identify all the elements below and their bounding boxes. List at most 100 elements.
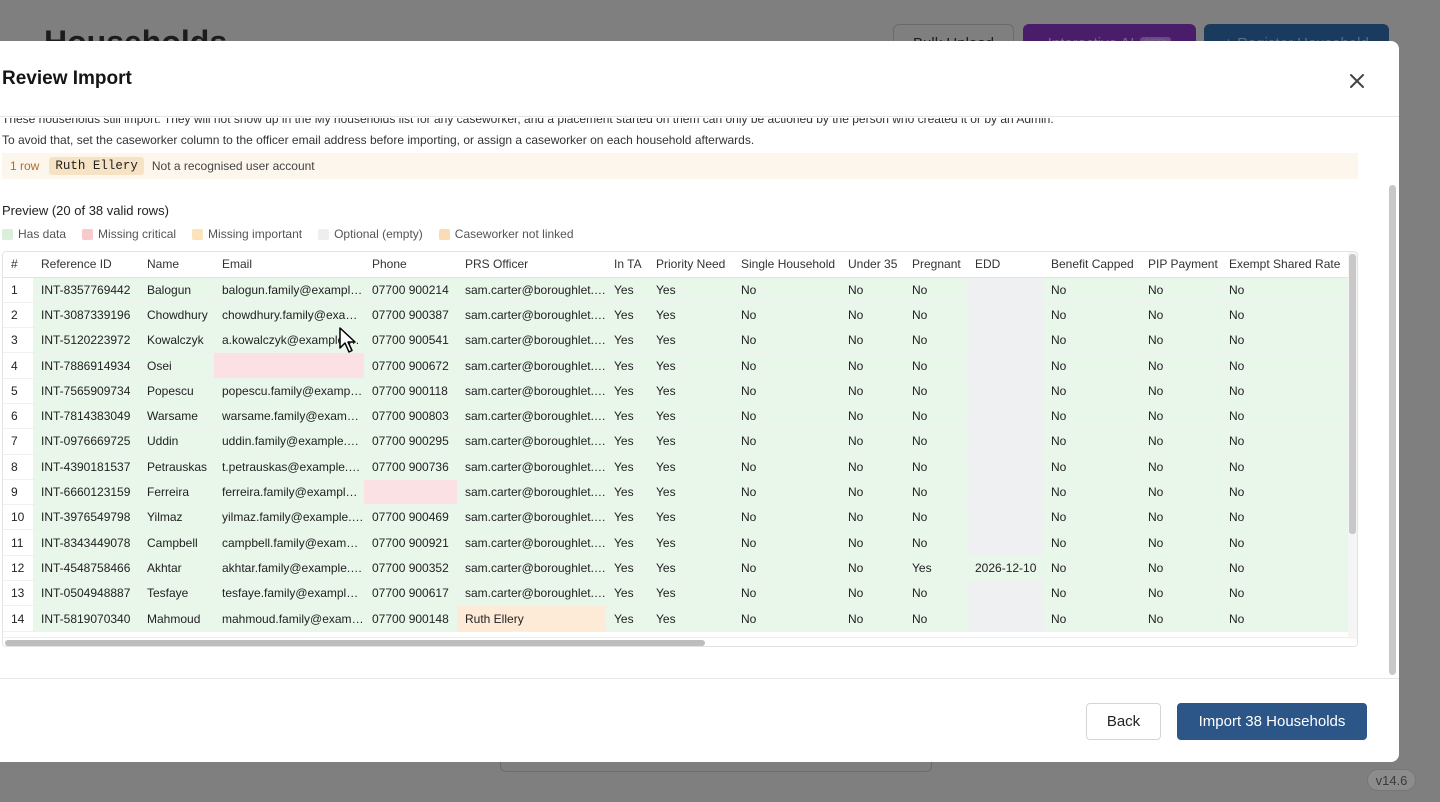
column-header[interactable]: Under 35: [840, 252, 904, 278]
table-row[interactable]: 10 INT-3976549798 Yilmaz yilmaz.family@exam…: [3, 504, 1351, 531]
table-cell: No: [1140, 327, 1221, 354]
table-row[interactable]: 3 INT-5120223972 Kowalczyk a.kowalczyk@exam…: [3, 327, 1351, 354]
column-header[interactable]: Name: [139, 252, 214, 278]
table-cell: 2: [3, 302, 33, 329]
table-cell: No: [904, 378, 967, 404]
column-header[interactable]: Reference ID: [33, 252, 139, 278]
table-row[interactable]: 11 INT-8343449078 Campbell campbell.family@…: [3, 529, 1351, 556]
table-cell: No: [904, 302, 967, 329]
close-button[interactable]: [1345, 69, 1369, 93]
table-row[interactable]: 9 INT-6660123159 Ferreira ferreira.family@e…: [3, 479, 1351, 506]
table-row[interactable]: 14 INT-5819070340 Mahmoud mahmoud.family@ex…: [3, 605, 1351, 632]
table-cell: mahmoud.family@example.com: [214, 605, 364, 632]
caseworker-note-line1: These households still import. They will…: [2, 118, 1054, 126]
column-header[interactable]: Email: [214, 252, 364, 278]
table-cell: No: [1043, 454, 1140, 480]
table-cell: Ruth Ellery: [457, 605, 606, 632]
table-cell: Yes: [904, 555, 967, 582]
table-cell: Yes: [648, 454, 733, 480]
table-cell: INT-7565909734: [33, 378, 139, 404]
table-cell: 11: [3, 529, 33, 556]
legend-label: Missing important: [208, 227, 303, 241]
legend-label: Missing critical: [98, 227, 177, 241]
table-cell: 07700 900469: [364, 504, 457, 531]
table-cell: [967, 403, 1043, 430]
table-row[interactable]: 6 INT-7814383049 Warsame warsame.family@exa…: [3, 403, 1351, 430]
legend-swatch: [82, 228, 94, 240]
table-cell: No: [733, 378, 840, 404]
table-cell: No: [1043, 302, 1140, 329]
table-cell: sam.carter@boroughlet.gov.uk: [457, 580, 606, 607]
column-header[interactable]: In TA: [606, 252, 648, 278]
table-cell: No: [1221, 504, 1351, 531]
table-cell: No: [840, 352, 904, 379]
legend-item: Caseworker not linked: [438, 227, 574, 241]
column-header[interactable]: Single Household: [733, 252, 840, 278]
import-households-button[interactable]: Import 38 Households: [1177, 703, 1367, 740]
preview-table-container[interactable]: # Reference ID Name Email Phone PRS Officer In…: [2, 251, 1358, 647]
caseworker-note-line2: To avoid that, set the caseworker column…: [2, 133, 755, 147]
column-header[interactable]: EDD: [967, 252, 1043, 278]
table-cell: No: [840, 428, 904, 455]
column-header[interactable]: PRS Officer: [457, 252, 606, 278]
back-button[interactable]: Back: [1086, 703, 1161, 740]
table-cell: No: [904, 352, 967, 379]
table-cell: sam.carter@boroughlet.gov.uk: [457, 352, 606, 379]
table-cell: No: [1221, 555, 1351, 582]
modal-body[interactable]: These households still import. They will…: [0, 118, 1399, 678]
table-row[interactable]: 13 INT-0504948887 Tesfaye tesfaye.family@ex…: [3, 580, 1351, 607]
table-row[interactable]: 12 INT-4548758466 Akhtar akhtar.family@exam…: [3, 555, 1351, 582]
table-cell: [967, 277, 1043, 303]
table-cell: INT-4390181537: [33, 454, 139, 480]
table-vertical-scroll-thumb[interactable]: [1349, 254, 1356, 534]
table-cell: Yes: [606, 504, 648, 531]
table-cell: [967, 302, 1043, 329]
table-cell: No: [840, 479, 904, 506]
table-cell: 07700 900352: [364, 555, 457, 582]
table-cell: No: [1043, 529, 1140, 556]
table-row[interactable]: 1 INT-8357769442 Balogun balogun.family@exa…: [3, 277, 1351, 303]
table-cell: Petrauskas: [139, 454, 214, 480]
table-cell: No: [733, 580, 840, 607]
table-cell: Yes: [606, 403, 648, 430]
table-cell: Yilmaz: [139, 504, 214, 531]
column-header[interactable]: Phone: [364, 252, 457, 278]
table-vertical-scrollbar[interactable]: [1348, 252, 1357, 639]
table-row[interactable]: 4 INT-7886914934 Osei 07700 900672 sam.carte…: [3, 352, 1351, 379]
table-cell: Akhtar: [139, 555, 214, 582]
column-header[interactable]: Benefit Capped: [1043, 252, 1140, 278]
table-cell: No: [1043, 605, 1140, 632]
column-header[interactable]: Exempt Shared Rate: [1221, 252, 1351, 278]
table-cell: No: [904, 605, 967, 632]
table-cell: Kowalczyk: [139, 327, 214, 354]
modal-scrollbar[interactable]: [1389, 185, 1396, 675]
table-cell: Popescu: [139, 378, 214, 404]
table-cell: No: [1140, 277, 1221, 303]
table-row[interactable]: 5 INT-7565909734 Popescu popescu.family@exa…: [3, 378, 1351, 404]
table-cell: No: [904, 580, 967, 607]
legend-label: Has data: [18, 227, 67, 241]
legend-item: Optional (empty): [318, 227, 423, 241]
table-cell: No: [1043, 580, 1140, 607]
column-header[interactable]: #: [3, 252, 33, 278]
table-cell: campbell.family@example.com: [214, 529, 364, 556]
table-cell: No: [1043, 327, 1140, 354]
table-cell: Yes: [648, 428, 733, 455]
column-header[interactable]: PIP Payment: [1140, 252, 1221, 278]
legend-item: Missing critical: [82, 227, 176, 241]
table-cell: No: [1043, 277, 1140, 303]
table-horizontal-scrollbar[interactable]: [3, 637, 1350, 646]
legend-swatch: [438, 228, 450, 240]
column-header[interactable]: Priority Need: [648, 252, 733, 278]
table-cell: No: [904, 529, 967, 556]
table-row[interactable]: 8 INT-4390181537 Petrauskas t.petrauskas@ex…: [3, 454, 1351, 480]
table-cell: balogun.family@example.com: [214, 277, 364, 303]
column-header[interactable]: Pregnant: [904, 252, 967, 278]
table-row[interactable]: 7 INT-0976669725 Uddin uddin.family@example…: [3, 428, 1351, 455]
table-cell: 07700 900541: [364, 327, 457, 354]
table-cell: [967, 504, 1043, 531]
table-row[interactable]: 2 INT-3087339196 Chowdhury chowdhury.family…: [3, 302, 1351, 329]
table-cell: Yes: [648, 352, 733, 379]
table-cell: No: [1140, 428, 1221, 455]
table-horizontal-scroll-thumb[interactable]: [5, 640, 705, 646]
